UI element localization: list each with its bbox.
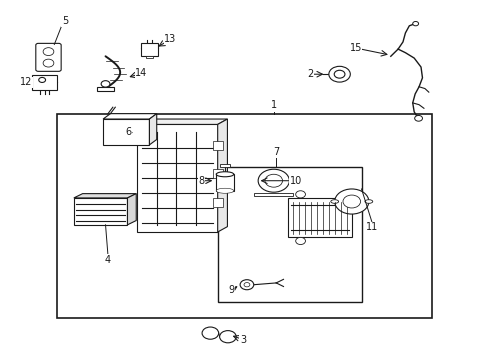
Text: 6: 6 <box>125 127 131 136</box>
Text: 3: 3 <box>240 334 245 345</box>
Circle shape <box>244 283 249 287</box>
Circle shape <box>295 237 305 244</box>
Ellipse shape <box>43 48 54 55</box>
Text: 4: 4 <box>105 255 111 265</box>
Text: 13: 13 <box>164 35 176 44</box>
Ellipse shape <box>364 200 372 203</box>
Circle shape <box>342 195 360 208</box>
Polygon shape <box>137 119 227 125</box>
Ellipse shape <box>216 172 233 177</box>
Polygon shape <box>103 114 157 119</box>
Text: 7: 7 <box>272 147 279 157</box>
Polygon shape <box>127 194 136 225</box>
Polygon shape <box>149 114 157 145</box>
Circle shape <box>202 327 218 339</box>
Circle shape <box>333 70 344 78</box>
Text: 8: 8 <box>198 176 204 186</box>
Text: 2: 2 <box>306 69 313 79</box>
Circle shape <box>414 116 422 121</box>
Text: 11: 11 <box>366 222 378 232</box>
Text: 1: 1 <box>270 100 276 110</box>
Circle shape <box>258 169 289 192</box>
Bar <box>32 75 57 90</box>
Bar <box>217 167 361 302</box>
Circle shape <box>39 77 45 82</box>
Bar <box>220 163 229 167</box>
Bar <box>97 87 114 91</box>
Circle shape <box>412 22 418 26</box>
Bar <box>57 114 431 318</box>
Circle shape <box>334 189 368 214</box>
Ellipse shape <box>216 188 233 193</box>
Circle shape <box>295 191 305 198</box>
Bar <box>212 140 222 149</box>
Text: 5: 5 <box>62 17 68 27</box>
Bar <box>137 125 217 232</box>
Bar <box>216 174 233 191</box>
Bar <box>141 42 158 55</box>
Text: 9: 9 <box>228 285 234 295</box>
Polygon shape <box>74 198 127 225</box>
Bar <box>212 198 222 207</box>
Circle shape <box>219 330 236 343</box>
FancyBboxPatch shape <box>36 43 61 71</box>
Text: 10: 10 <box>289 176 301 186</box>
Text: 15: 15 <box>349 43 361 53</box>
Bar <box>212 169 222 178</box>
Text: 12: 12 <box>20 77 32 87</box>
Bar <box>145 55 153 58</box>
Bar <box>254 193 293 196</box>
Polygon shape <box>217 119 227 232</box>
Polygon shape <box>74 194 136 198</box>
Circle shape <box>101 81 110 87</box>
Circle shape <box>264 174 282 187</box>
Circle shape <box>328 66 349 82</box>
Ellipse shape <box>330 200 338 203</box>
Text: 14: 14 <box>135 68 147 78</box>
Bar <box>288 198 351 237</box>
Circle shape <box>240 280 253 290</box>
Bar <box>289 177 297 184</box>
Bar <box>103 119 149 145</box>
Ellipse shape <box>43 59 54 67</box>
